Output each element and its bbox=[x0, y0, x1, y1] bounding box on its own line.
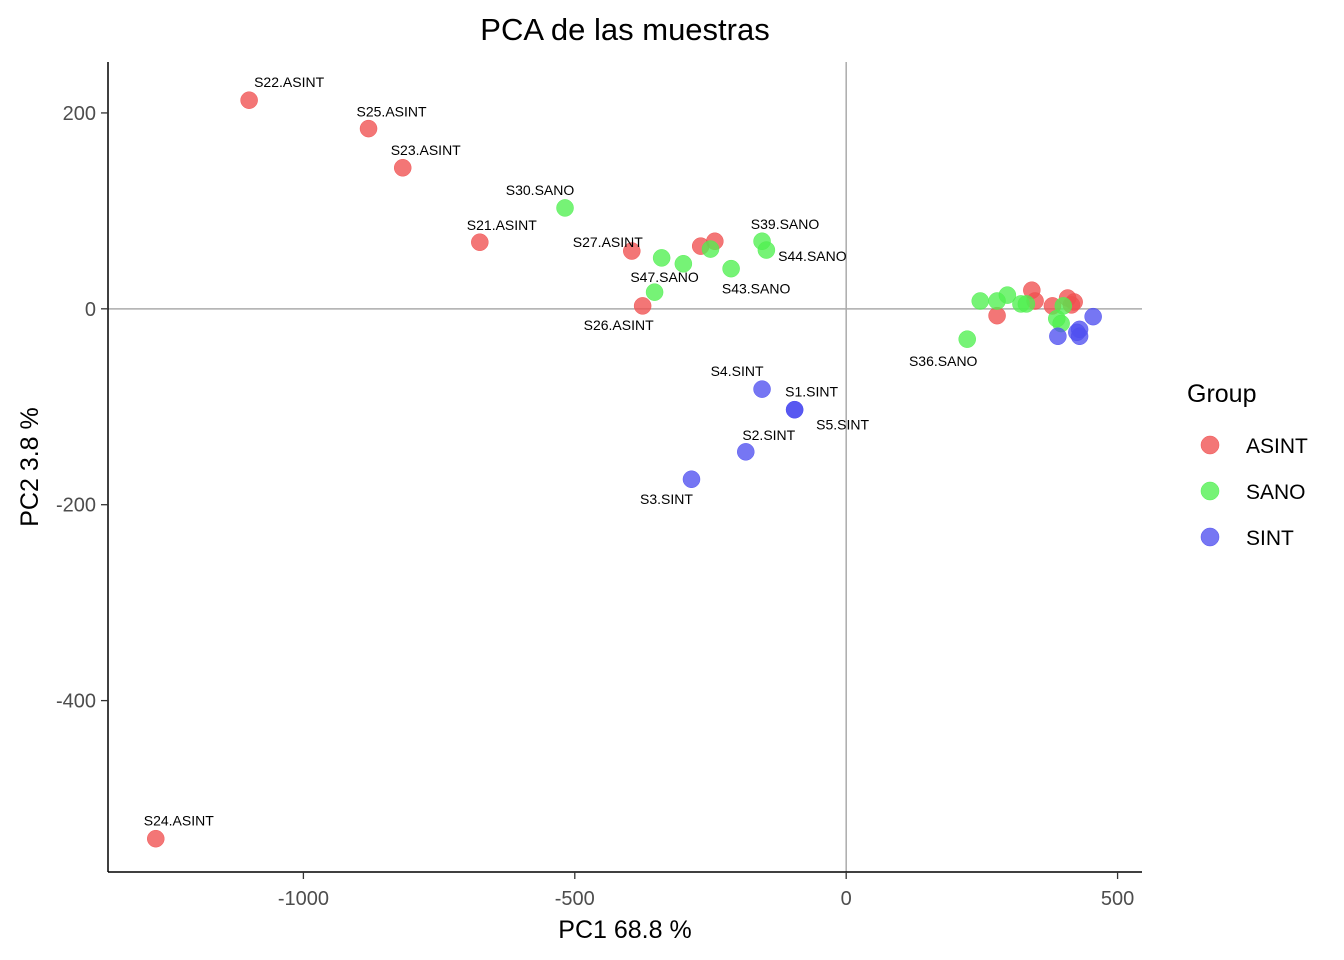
data-point-sano bbox=[556, 199, 574, 217]
point-label: S3.SINT bbox=[640, 491, 693, 507]
data-point-sint bbox=[753, 380, 771, 398]
data-point-asint bbox=[240, 91, 258, 109]
point-label: S39.SANO bbox=[751, 216, 820, 232]
data-point-sint bbox=[682, 470, 701, 488]
data-point-asint bbox=[623, 242, 641, 260]
legend-label-sint: SINT bbox=[1246, 527, 1294, 550]
data-point-sano bbox=[757, 241, 776, 259]
point-label: S21.ASINT bbox=[467, 217, 537, 233]
x-axis-title: PC1 68.8 % bbox=[558, 916, 691, 944]
data-point-sint bbox=[1084, 307, 1102, 326]
data-point-asint bbox=[393, 159, 412, 177]
legend-title: Group bbox=[1187, 380, 1256, 408]
data-points bbox=[147, 91, 1102, 848]
data-point-asint bbox=[471, 233, 489, 251]
data-point-sano bbox=[971, 292, 990, 310]
point-label: S22.ASINT bbox=[254, 74, 324, 90]
data-point-sano bbox=[998, 286, 1017, 304]
point-label: S25.ASINT bbox=[357, 104, 427, 120]
point-label: S24.ASINT bbox=[144, 813, 214, 829]
y-tick-label: -200 bbox=[56, 495, 96, 517]
data-point-asint bbox=[147, 829, 165, 848]
point-label: S26.ASINT bbox=[584, 317, 654, 333]
data-point-sint bbox=[1049, 327, 1067, 345]
data-point-sano bbox=[652, 249, 671, 267]
data-point-sano bbox=[645, 283, 664, 301]
data-point-sano bbox=[674, 255, 693, 273]
point-label: S23.ASINT bbox=[391, 142, 461, 158]
legend-label-sano: SANO bbox=[1246, 481, 1306, 504]
x-tick-label: -500 bbox=[555, 888, 595, 910]
y-tick-label: -400 bbox=[56, 691, 96, 713]
legend: Group ASINT SANO SINT bbox=[1187, 380, 1308, 550]
x-axis-ticks: -1000 -500 0 500 bbox=[278, 872, 1134, 910]
reference-lines bbox=[108, 62, 1142, 872]
legend-entries: ASINT SANO SINT bbox=[1200, 435, 1308, 550]
data-point-asint bbox=[359, 119, 378, 138]
data-point-sano bbox=[701, 240, 720, 258]
point-label: S47.SANO bbox=[630, 269, 699, 285]
point-label: S4.SINT bbox=[711, 363, 764, 379]
data-point-sano bbox=[1017, 295, 1036, 313]
x-tick-label: 0 bbox=[841, 888, 852, 910]
point-labels: S22.ASINT S25.ASINT S23.ASINT S21.ASINT S27.… bbox=[144, 74, 978, 829]
data-point-sano bbox=[1054, 297, 1073, 315]
point-label: S36.SANO bbox=[909, 353, 978, 369]
y-tick-label: 200 bbox=[63, 103, 96, 125]
legend-key-sano bbox=[1200, 481, 1220, 501]
data-point-sint bbox=[785, 400, 804, 419]
point-label: S5.SINT bbox=[816, 417, 869, 433]
y-tick-label: 0 bbox=[85, 299, 96, 321]
point-label: S30.SANO bbox=[506, 182, 575, 198]
data-point-sint bbox=[737, 443, 755, 461]
point-label: S2.SINT bbox=[742, 427, 795, 443]
legend-key-asint bbox=[1200, 435, 1220, 455]
point-label: S1.SINT bbox=[785, 384, 838, 400]
y-axis-ticks: -400 -200 0 200 bbox=[56, 103, 108, 713]
point-label: S43.SANO bbox=[722, 281, 791, 297]
x-tick-label: 500 bbox=[1101, 888, 1134, 910]
x-tick-label: -1000 bbox=[278, 888, 329, 910]
data-point-sint bbox=[1070, 320, 1089, 339]
chart-title: PCA de las muestras bbox=[480, 12, 769, 47]
data-point-asint bbox=[633, 297, 652, 315]
legend-key-sint bbox=[1200, 527, 1220, 547]
point-label: S27.ASINT bbox=[573, 234, 643, 250]
data-point-sano bbox=[722, 259, 740, 278]
legend-label-asint: ASINT bbox=[1246, 435, 1308, 458]
y-axis-title: PC2 3.8 % bbox=[16, 407, 44, 527]
data-point-sano bbox=[958, 330, 976, 348]
point-label: S44.SANO bbox=[778, 248, 847, 264]
